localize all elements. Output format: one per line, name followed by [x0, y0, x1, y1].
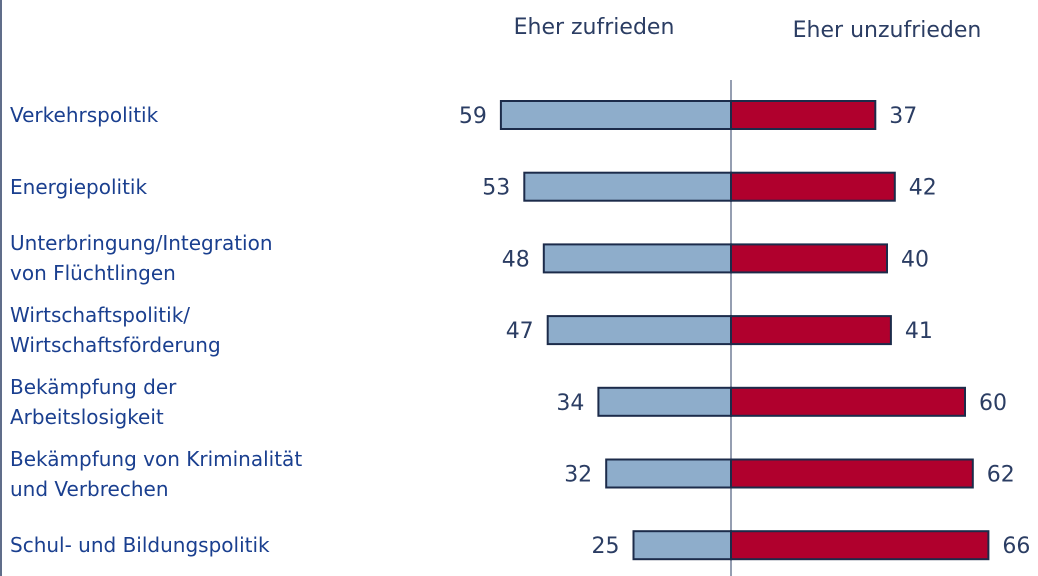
- value-label: 25: [592, 534, 620, 559]
- bar: [730, 530, 990, 561]
- value-label: 47: [506, 319, 534, 344]
- bar: [542, 243, 732, 274]
- value-label: 42: [909, 176, 937, 201]
- bar: [730, 386, 966, 417]
- category-label: Energiepolitik: [10, 174, 148, 199]
- legend-label: Eher unzufrieden: [793, 18, 982, 43]
- bar: [730, 458, 974, 489]
- bar: [730, 243, 888, 274]
- value-label: 48: [502, 247, 530, 272]
- value-label: 37: [889, 104, 917, 129]
- value-label: 40: [901, 247, 929, 272]
- bar: [597, 386, 733, 417]
- legend-label: Eher zufrieden: [514, 15, 675, 40]
- value-label: 66: [1002, 534, 1030, 559]
- value-label: 60: [979, 391, 1007, 416]
- bar: [605, 458, 733, 489]
- category-label: Wirtschaftspolitik/ Wirtschaftsförderung: [10, 303, 221, 358]
- category-label: Bekämpfung der Arbeitslosigkeit: [10, 374, 177, 429]
- value-label: 32: [564, 463, 592, 488]
- bar: [523, 171, 732, 202]
- category-label: Schul- und Bildungspolitik: [10, 533, 270, 558]
- category-label: Verkehrspolitik: [10, 103, 159, 127]
- value-label: 53: [482, 176, 510, 201]
- value-label: 34: [556, 391, 584, 416]
- bar: [730, 315, 892, 346]
- bar: [499, 100, 732, 130]
- bar: [546, 315, 733, 346]
- bar: [730, 171, 896, 202]
- category-label: Bekämpfung von Kriminalität und Verbrech…: [10, 446, 303, 501]
- value-label: 62: [987, 463, 1015, 488]
- category-label: Unterbringung/Integration von Flüchtling…: [10, 231, 273, 286]
- value-label: 59: [459, 104, 487, 129]
- value-label: 41: [905, 319, 933, 344]
- bar: [730, 100, 877, 130]
- bar: [632, 530, 732, 561]
